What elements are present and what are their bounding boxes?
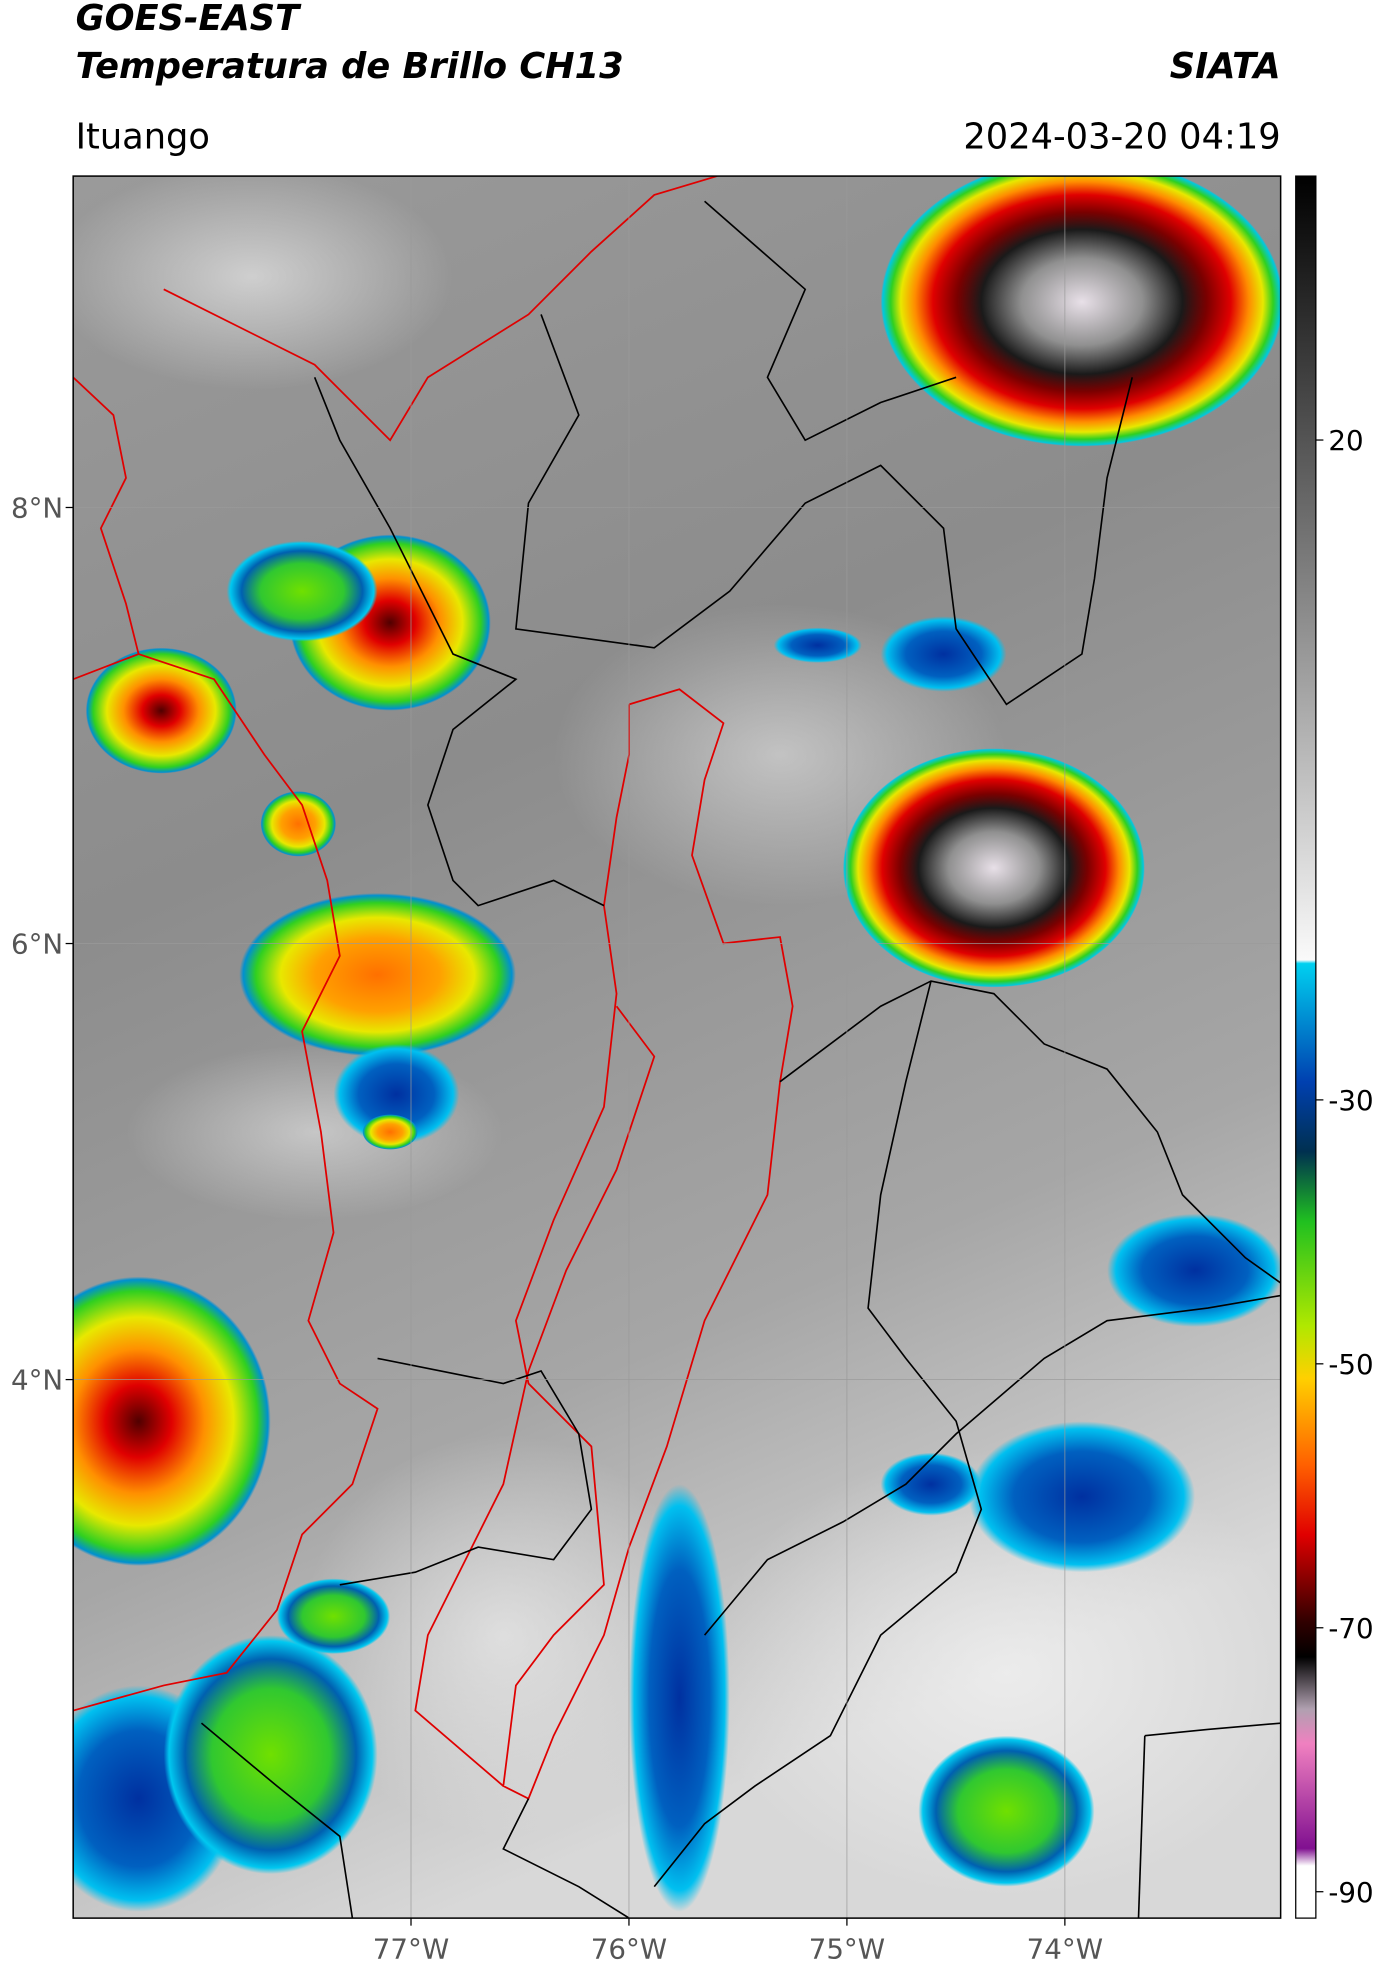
storm <box>239 893 516 1057</box>
map-imagery <box>73 176 1281 1919</box>
border <box>1144 1722 1281 1737</box>
storm <box>85 647 237 774</box>
subtitle: Temperatura de Brillo CH13 <box>76 46 624 87</box>
location: Ituango <box>76 116 210 157</box>
coastline <box>73 653 379 1712</box>
cloud <box>918 1735 1095 1887</box>
border <box>73 376 140 655</box>
colorbar <box>1295 175 1317 1919</box>
datetime: 2024-03-20 04:19 <box>963 116 1280 157</box>
antioquia-border <box>502 688 794 1800</box>
border <box>515 314 1134 706</box>
border <box>200 1722 354 1919</box>
y-tick-label: 6°N <box>11 928 63 961</box>
storm <box>842 748 1145 988</box>
border <box>704 200 957 442</box>
map-frame <box>72 175 1282 1919</box>
brand: SIATA <box>1170 46 1281 87</box>
colorbar-tick-label: -70 <box>1328 1612 1373 1645</box>
cloud <box>333 1043 460 1145</box>
cloud <box>1107 1213 1281 1327</box>
border <box>414 1005 656 1787</box>
cloud <box>163 1635 378 1875</box>
storm <box>880 176 1281 447</box>
cloud <box>73 176 453 390</box>
cloud <box>968 1421 1196 1573</box>
border <box>163 176 718 442</box>
x-tick-label: 76°W <box>591 1932 667 1965</box>
colorbar-tick-label: -30 <box>1328 1084 1373 1117</box>
border <box>1137 1735 1146 1919</box>
y-tick-label: 4°N <box>11 1364 63 1397</box>
border <box>653 980 983 1888</box>
cloud <box>629 1484 730 1912</box>
cloud <box>880 1452 982 1516</box>
x-tick-label: 77°W <box>373 1932 449 1965</box>
border <box>313 377 605 907</box>
cloud <box>226 540 378 642</box>
storm <box>260 791 337 857</box>
border <box>502 1798 630 1919</box>
colorbar-tick-label: -90 <box>1328 1876 1373 1909</box>
border <box>339 1357 593 1586</box>
storm <box>362 1114 418 1150</box>
cloud <box>302 1433 705 1837</box>
border <box>703 1294 1281 1636</box>
storm <box>73 1276 271 1566</box>
cloud <box>880 616 1007 692</box>
cloud <box>773 627 862 663</box>
colorbar-tick-label: 20 <box>1328 424 1363 457</box>
x-tick-label: 75°W <box>809 1932 885 1965</box>
y-tick-label: 8°N <box>11 492 63 525</box>
x-tick-label: 74°W <box>1027 1932 1103 1965</box>
border <box>779 980 1281 1284</box>
graticule <box>73 176 1281 1919</box>
cloud <box>276 1578 391 1654</box>
title: GOES-EAST <box>76 0 302 39</box>
colorbar-tick-label: -50 <box>1328 1348 1373 1381</box>
